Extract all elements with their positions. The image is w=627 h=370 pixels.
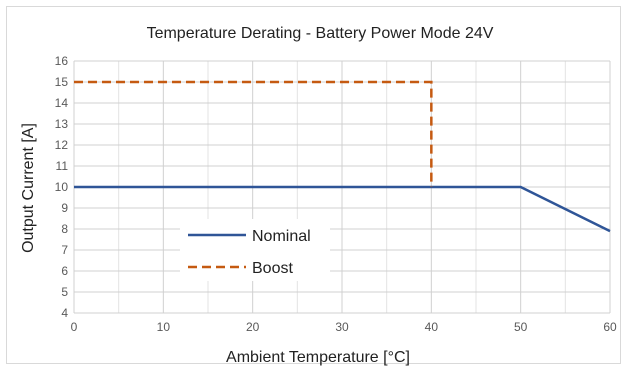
y-tick-label: 12 [55,138,69,152]
x-tick-label: 20 [246,320,260,334]
legend-background [180,219,330,281]
series-line-nominal [74,185,611,233]
legend-label-boost: Boost [252,260,293,277]
chart-title: Temperature Derating - Battery Power Mod… [147,25,494,42]
y-tick-label: 11 [56,159,69,173]
chart-frame [6,6,621,364]
y-tick-label: 7 [61,243,68,257]
x-tick-label: 50 [514,320,528,334]
y-axis-label: Output Current [A] [20,123,37,253]
y-tick-label: 9 [61,201,68,215]
y-tick-label: 10 [55,180,69,194]
y-tick-label: 5 [61,285,68,299]
x-axis-label: Ambient Temperature [°C] [226,349,410,366]
y-tick-label: 13 [55,117,69,131]
x-tick-label: 40 [425,320,439,334]
y-tick-label: 14 [55,96,69,110]
y-tick-label: 4 [61,306,68,320]
x-tick-label: 60 [603,320,617,334]
x-axis-ticks: 0 10 20 30 40 50 60 [71,320,617,334]
x-tick-label: 10 [157,320,171,334]
y-tick-label: 15 [55,75,69,89]
x-tick-label: 0 [71,320,78,334]
series-group [74,80,611,233]
legend-label-nominal: Nominal [252,228,311,245]
legend: Nominal Boost [180,219,330,281]
y-tick-label: 6 [61,264,68,278]
y-axis-ticks: 4 5 6 7 8 9 10 11 12 13 14 15 16 [55,54,69,320]
series-line-boost [74,80,433,187]
y-tick-label: 16 [55,54,69,68]
y-tick-label: 8 [61,222,68,236]
x-tick-label: 30 [335,320,349,334]
